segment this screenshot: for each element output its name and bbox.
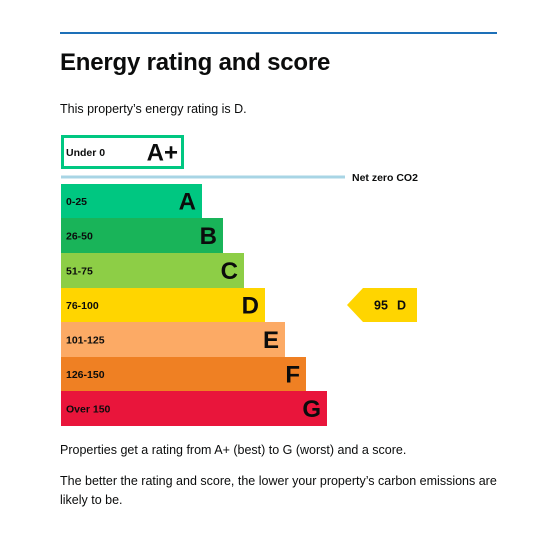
- band-bar-b: [61, 218, 223, 253]
- current-rating-arrow: [347, 288, 417, 322]
- band-letter-d: D: [242, 293, 259, 320]
- band-bar-a: [61, 184, 202, 218]
- net-zero-label: Net zero CO2: [352, 172, 418, 184]
- band-range-label-b: 26-50: [66, 231, 93, 243]
- band-range-label-d: 76-100: [66, 300, 99, 312]
- band-range-label-c: 51-75: [66, 266, 93, 278]
- page-title: Energy rating and score: [60, 49, 331, 76]
- band-letter-f: F: [285, 362, 300, 389]
- band-range-label-a-plus: Under 0: [66, 147, 105, 159]
- band-bar-d: [61, 288, 265, 322]
- band-letter-e: E: [263, 327, 279, 354]
- rating-intro-text: This property’s energy rating is D.: [60, 102, 247, 116]
- band-letter-a: A: [179, 189, 196, 216]
- band-bar-g: [61, 391, 327, 426]
- band-range-label-g: Over 150: [66, 404, 111, 416]
- band-letter-c: C: [221, 258, 238, 285]
- band-bar-e: [61, 322, 285, 357]
- band-range-label-e: 101-125: [66, 335, 105, 347]
- rating-explanation-text: Properties get a rating from A+ (best) t…: [60, 443, 407, 457]
- current-score: 95: [374, 299, 388, 313]
- band-range-label-a: 0-25: [66, 196, 87, 208]
- band-letter-b: B: [200, 223, 217, 250]
- band-letter-g: G: [302, 396, 321, 423]
- band-letter-a-plus: A+: [147, 140, 178, 167]
- band-range-label-f: 126-150: [66, 369, 105, 381]
- section-divider: [60, 32, 497, 34]
- current-letter: D: [397, 299, 406, 313]
- band-bar-a-plus: [61, 135, 184, 169]
- carbon-emissions-text: The better the rating and score, the low…: [60, 474, 497, 507]
- band-bar-f: [61, 357, 306, 391]
- band-bar-c: [61, 253, 244, 288]
